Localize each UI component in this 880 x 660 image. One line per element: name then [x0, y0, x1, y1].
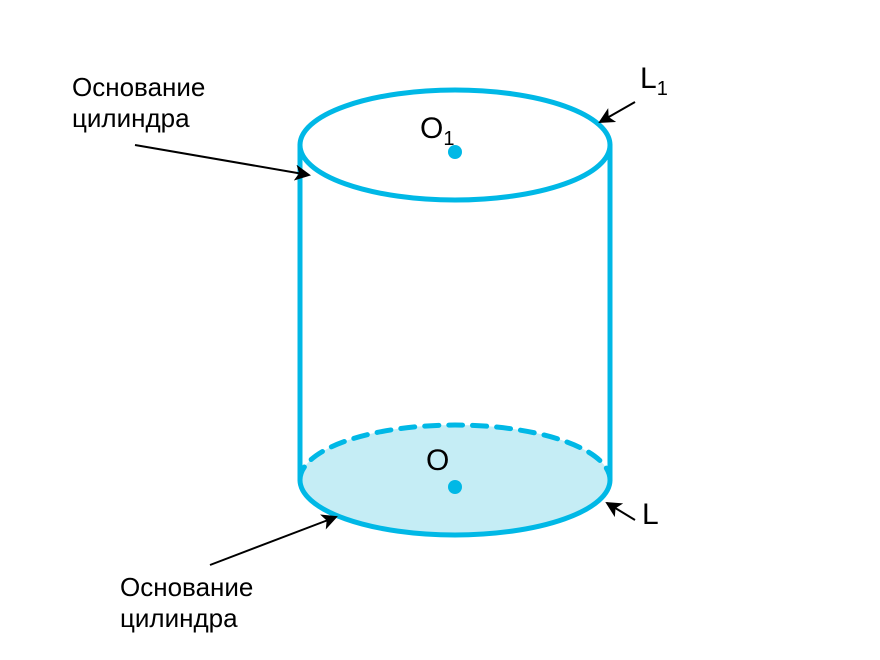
label-o1-sub: 1: [443, 128, 454, 150]
arrow-top-base: [135, 145, 309, 175]
label-top-base-line1: Основание: [72, 72, 205, 103]
label-l: L: [642, 498, 659, 532]
label-top-base-line2: цилиндра: [72, 103, 205, 134]
arrow-bottom-base: [210, 517, 336, 565]
arrow-l: [607, 503, 635, 520]
label-bottom-base: Основание цилиндра: [120, 572, 253, 634]
label-l1-text: L: [640, 62, 657, 95]
arrow-l1: [600, 102, 635, 122]
label-o1: O1: [420, 112, 454, 151]
label-bottom-base-line2: цилиндра: [120, 603, 253, 634]
label-l1: L1: [640, 62, 668, 101]
label-top-base: Основание цилиндра: [72, 72, 205, 134]
label-bottom-base-line1: Основание: [120, 572, 253, 603]
center-bottom-dot: [448, 480, 462, 494]
label-l-text: L: [642, 498, 659, 531]
label-o: O: [426, 444, 449, 478]
label-o1-text: O: [420, 112, 443, 145]
label-l1-sub: 1: [657, 78, 668, 100]
label-o-text: O: [426, 444, 449, 477]
